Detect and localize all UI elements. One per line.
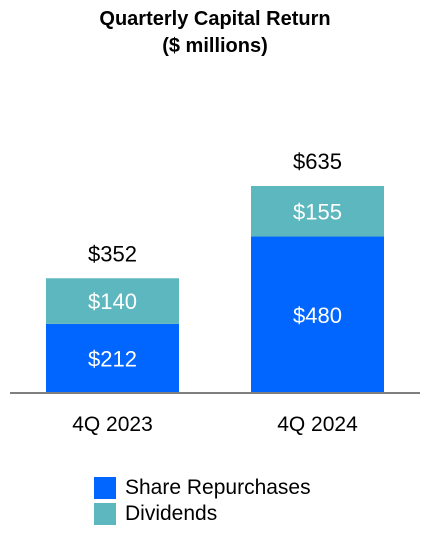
bar-chart: $212 $140 $352 4Q 2023 $480 $155 $635 4Q 2024 <box>10 149 420 436</box>
legend-swatch-share-repurchases <box>94 477 116 499</box>
chart-title-block: Quarterly Capital Return ($ millions) <box>0 6 430 60</box>
total-label-0: $352 <box>88 241 137 266</box>
legend-swatch-dividends <box>94 503 116 525</box>
legend-label-dividends: Dividends <box>125 502 218 525</box>
legend-item-dividends: Dividends <box>94 501 311 527</box>
bar-share-repurchases-0 <box>46 323 179 393</box>
legend-label-share-repurchases: Share Repurchases <box>125 476 311 499</box>
category-label-1: 4Q 2024 <box>277 413 358 436</box>
legend: Share Repurchases Dividends <box>94 475 311 527</box>
data-label-dividends-1: $155 <box>293 199 342 224</box>
total-label-1: $635 <box>293 149 342 174</box>
data-label-share-repurchases-1: $480 <box>293 303 342 328</box>
data-label-dividends-0: $140 <box>88 289 137 314</box>
data-label-share-repurchases-0: $212 <box>88 346 137 371</box>
category-label-0: 4Q 2023 <box>72 413 153 436</box>
bar-share-repurchases-1 <box>251 236 384 393</box>
bar-dividends-1 <box>251 186 384 237</box>
bar-dividends-0 <box>46 278 179 324</box>
legend-item-share-repurchases: Share Repurchases <box>94 475 311 501</box>
chart-subtitle: ($ millions) <box>162 35 268 57</box>
chart-title: Quarterly Capital Return <box>99 8 331 30</box>
